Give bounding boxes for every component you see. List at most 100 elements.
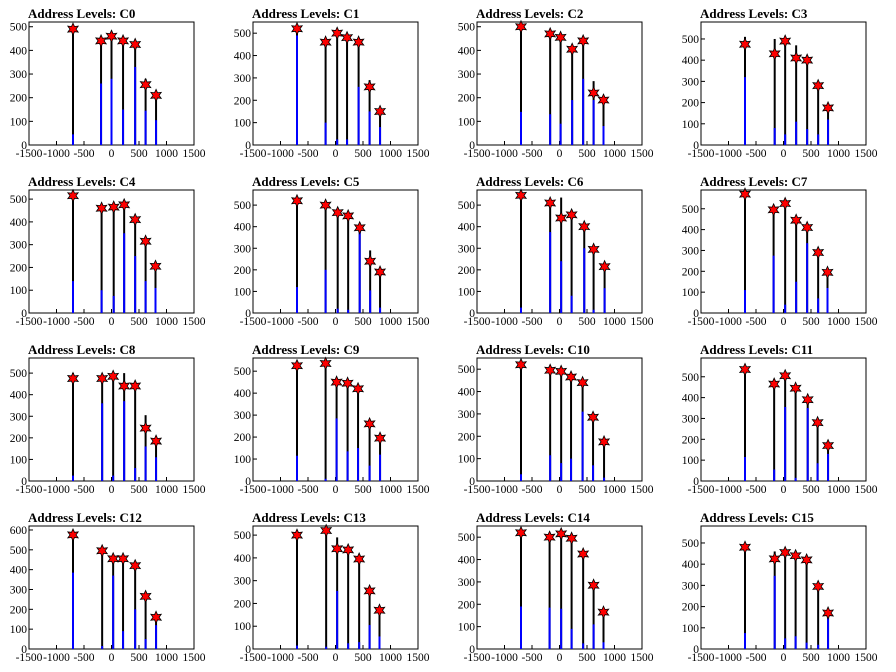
y-tick-label: 200: [10, 433, 28, 445]
histogram-bar: [592, 309, 595, 313]
y-tick-label: 300: [682, 76, 700, 88]
x-tick-label: -1000: [491, 484, 518, 496]
histogram-bar: [560, 371, 563, 481]
x-tick-label: -1500: [240, 148, 267, 160]
histogram-bar: [347, 213, 350, 313]
y-tick-label: 300: [10, 69, 28, 81]
histogram-bar: [784, 551, 787, 649]
x-tick-label: 500: [578, 316, 596, 328]
chart-svg: 0 100 200 300 400 500 -1500 -1000 -500 0 500 1000 15…: [682, 357, 878, 496]
y-tick-label: 0: [21, 644, 27, 656]
y-tick-label: 400: [682, 225, 700, 237]
histogram-bar: [603, 477, 606, 481]
histogram-bar: [347, 548, 350, 649]
y-tick-label: 100: [10, 624, 28, 636]
peak-marker: [768, 46, 781, 61]
histogram-bar: [325, 530, 328, 649]
histogram-bar: [336, 590, 339, 649]
y-tick-label: 400: [234, 553, 252, 565]
histogram-bar: [358, 642, 361, 649]
peak-marker: [544, 26, 557, 41]
histogram-bar: [368, 465, 371, 482]
peak-marker: [821, 605, 835, 620]
histogram-bar: [773, 575, 776, 649]
plot-frame: [476, 525, 643, 650]
chart-title: Address Levels: C12: [28, 510, 142, 525]
x-tick-label: 1000: [379, 652, 402, 664]
histogram-bar: [744, 633, 746, 649]
peak-marker: [789, 548, 802, 563]
peak-marker: [116, 551, 130, 566]
histogram-bar: [379, 307, 382, 313]
x-tick-label: 1500: [855, 148, 878, 160]
x-tick-label: 1500: [855, 316, 878, 328]
peak-marker: [555, 526, 568, 541]
histogram-bar: [358, 231, 361, 313]
histogram-bar: [155, 94, 158, 145]
peak-marker: [129, 212, 142, 227]
histogram-bar: [324, 122, 327, 145]
x-tick-label: 500: [802, 148, 820, 160]
y-tick-label: 500: [234, 28, 252, 40]
histogram-bar: [520, 195, 522, 313]
peak-marker: [812, 245, 825, 260]
histogram-bar: [520, 474, 522, 481]
peak-marker: [94, 33, 108, 48]
histogram-bar: [773, 469, 776, 481]
y-tick-label: 0: [469, 308, 475, 320]
histogram-bar: [112, 295, 115, 313]
x-tick-label: 1000: [155, 316, 178, 328]
y-tick-label: 300: [458, 409, 476, 421]
x-tick-label: 0: [333, 484, 339, 496]
y-tick-label: 500: [682, 34, 700, 46]
histogram-bar: [582, 643, 585, 649]
x-tick-label: 0: [781, 316, 787, 328]
y-tick-label: 200: [10, 604, 28, 616]
x-tick-label: -500: [73, 652, 94, 664]
histogram-bar: [559, 123, 562, 145]
y-tick-label: 200: [682, 98, 700, 110]
histogram-bar: [592, 624, 595, 649]
peak-marker: [779, 368, 792, 383]
histogram-bar: [603, 440, 606, 481]
chart-panel: 0 100 200 300 400 500 600 -1500 -1000 -500 0 500 100…: [0, 504, 224, 672]
x-tick-label: 1500: [407, 316, 430, 328]
histogram-bar: [826, 287, 829, 313]
chart-title: Address Levels: C14: [476, 510, 590, 525]
histogram-bar: [520, 307, 522, 313]
histogram-bar: [134, 609, 137, 649]
x-tick-label: -1500: [16, 652, 43, 664]
peak-marker: [66, 22, 80, 37]
histogram-bar: [816, 422, 819, 481]
y-tick-label: 400: [682, 559, 700, 571]
peak-marker: [363, 79, 376, 94]
chart-panel: 0 100 200 300 400 500 -1500 -1000 -500 0 500 1000 15…: [448, 336, 672, 504]
peak-marker: [341, 376, 354, 391]
x-tick-label: 0: [333, 148, 339, 160]
peak-marker: [587, 578, 600, 593]
y-tick-label: 400: [458, 555, 476, 567]
histogram-bar: [368, 590, 371, 649]
histogram-bar: [549, 455, 552, 481]
x-tick-label: -1500: [240, 316, 267, 328]
y-tick-label: 100: [10, 454, 28, 466]
histogram-bar: [112, 475, 115, 481]
chart-svg: 0 100 200 300 400 500 -1500 -1000 -500 0 500 1000 15…: [234, 523, 430, 664]
y-tick-label: 400: [682, 55, 700, 67]
histogram-bar: [795, 45, 798, 145]
x-tick-label: 500: [354, 484, 372, 496]
y-tick-label: 300: [682, 413, 700, 425]
plot-frame: [476, 357, 643, 482]
peak-marker: [373, 603, 386, 618]
peak-marker: [812, 78, 825, 93]
histogram-bar: [134, 468, 137, 481]
histogram-bar: [346, 37, 349, 145]
x-tick-label: 0: [557, 484, 563, 496]
x-tick-label: -1000: [267, 316, 294, 328]
x-tick-label: -500: [73, 484, 94, 496]
peak-marker: [290, 358, 304, 373]
peak-marker: [149, 434, 163, 449]
y-tick-label: 300: [682, 245, 700, 257]
histogram-bar: [570, 628, 573, 649]
